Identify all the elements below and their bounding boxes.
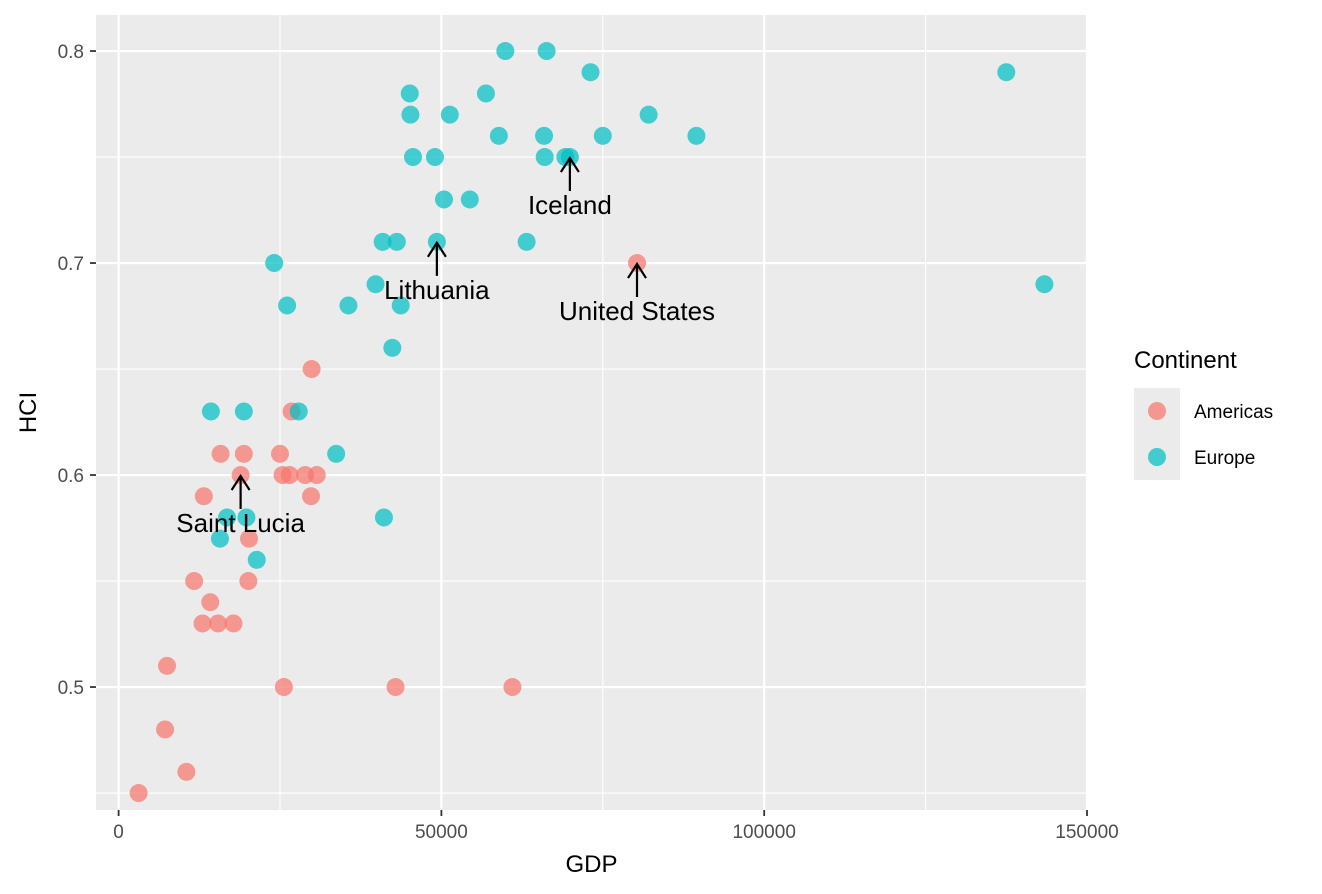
- point-europe: [593, 126, 612, 145]
- point-americas: [302, 360, 321, 379]
- point-europe: [387, 232, 406, 251]
- point-europe: [460, 190, 479, 209]
- point-europe: [327, 444, 346, 463]
- point-europe: [265, 254, 284, 273]
- point-europe: [434, 190, 453, 209]
- point-americas: [239, 572, 258, 591]
- point-europe: [289, 402, 308, 421]
- x-tick-label: 0: [113, 822, 124, 843]
- point-americas: [211, 444, 230, 463]
- legend-label-americas: Americas: [1194, 402, 1273, 423]
- annotation-label-united-states: United States: [559, 296, 715, 326]
- point-europe: [247, 550, 266, 569]
- point-americas: [386, 678, 405, 697]
- point-europe: [234, 402, 253, 421]
- point-americas: [274, 678, 293, 697]
- point-americas: [503, 678, 522, 697]
- point-europe: [489, 126, 508, 145]
- point-americas: [209, 614, 228, 633]
- point-europe: [581, 63, 600, 82]
- point-europe: [476, 84, 495, 103]
- point-europe: [201, 402, 220, 421]
- point-americas: [307, 466, 326, 485]
- annotation-label-lithuania: Lithuania: [384, 275, 490, 305]
- point-americas: [185, 572, 204, 591]
- point-europe: [237, 508, 256, 527]
- y-axis-title: HCI: [15, 392, 42, 433]
- legend-label-europe: Europe: [1194, 448, 1255, 469]
- point-europe: [440, 105, 459, 124]
- y-tick-label: 0.7: [58, 254, 84, 275]
- point-americas: [193, 614, 212, 633]
- y-tick-label: 0.6: [58, 466, 84, 487]
- point-europe: [383, 338, 402, 357]
- grid-lines: [96, 15, 1089, 810]
- point-europe: [496, 42, 515, 61]
- point-europe: [535, 126, 554, 145]
- point-europe: [339, 296, 358, 315]
- annotation-arrow-lithuania: [426, 240, 447, 276]
- point-europe: [366, 275, 385, 294]
- point-europe: [997, 63, 1016, 82]
- annotation-arrow-saint-lucia: [230, 474, 251, 510]
- point-europe: [639, 105, 658, 124]
- legend: Continent Americas Europe: [1134, 347, 1273, 480]
- x-tick-label: 50000: [415, 822, 468, 843]
- point-europe: [535, 148, 554, 167]
- annotation-label-saint-lucia: Saint Lucia: [176, 508, 305, 538]
- legend-swatch-europe: [1148, 448, 1166, 466]
- plot-panel: [96, 15, 1087, 810]
- annotation-arrow-united-states: [627, 262, 647, 298]
- point-americas: [177, 762, 196, 781]
- y-tick-label: 0.8: [58, 42, 84, 63]
- point-europe: [278, 296, 297, 315]
- x-tick-label: 150000: [1055, 822, 1118, 843]
- point-europe: [210, 529, 229, 548]
- point-americas: [129, 784, 148, 803]
- point-americas: [158, 656, 177, 675]
- point-europe: [373, 232, 392, 251]
- point-americas: [224, 614, 243, 633]
- point-europe: [374, 508, 393, 527]
- point-europe: [517, 232, 536, 251]
- point-americas: [194, 487, 213, 506]
- point-americas: [240, 529, 259, 548]
- y-tick-label: 0.5: [58, 678, 84, 699]
- point-europe: [1035, 275, 1054, 294]
- point-europe: [391, 296, 410, 315]
- point-europe: [400, 84, 419, 103]
- annotations: Saint Lucia Lithuania Iceland United States: [176, 156, 715, 538]
- point-americas: [201, 593, 220, 612]
- point-europe: [218, 508, 237, 527]
- point-americas: [270, 444, 289, 463]
- point-europe: [537, 42, 556, 61]
- point-americas: [301, 487, 320, 506]
- point-europe: [425, 148, 444, 167]
- annotation-arrow-iceland: [559, 156, 580, 192]
- x-tick-label: 100000: [732, 822, 795, 843]
- point-americas: [280, 466, 299, 485]
- point-europe: [401, 105, 420, 124]
- legend-swatch-americas: [1148, 402, 1166, 420]
- point-americas: [234, 444, 253, 463]
- axes: 0 50000 100000 150000 0.5 0.6 0.7 0.8: [58, 42, 1119, 843]
- point-europe: [403, 148, 422, 167]
- point-europe: [687, 126, 706, 145]
- data-points: [129, 42, 1054, 803]
- point-americas: [156, 720, 175, 739]
- x-axis-title: GDP: [565, 851, 617, 878]
- annotation-label-iceland: Iceland: [528, 190, 612, 220]
- legend-title: Continent: [1134, 347, 1237, 374]
